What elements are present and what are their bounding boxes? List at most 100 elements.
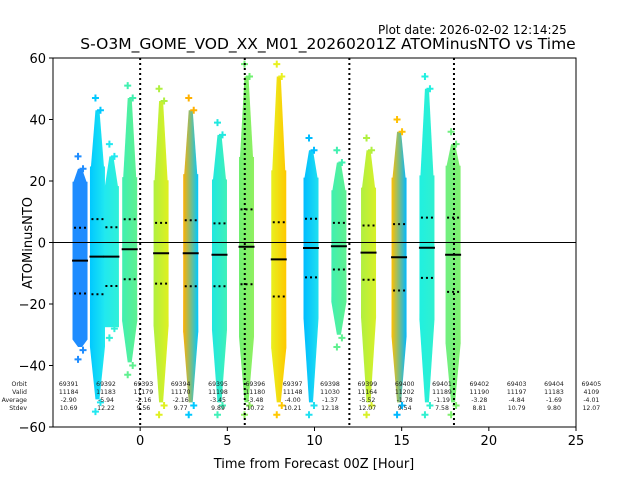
stat-stdev: 8.81 bbox=[472, 405, 486, 412]
outlier-point bbox=[160, 401, 168, 409]
stat-orbit: 69392 bbox=[96, 381, 116, 388]
stat-stdev: 12.18 bbox=[321, 405, 339, 412]
stat-stdev: 9.54 bbox=[398, 405, 412, 412]
x-tick-label: 15 bbox=[393, 434, 410, 449]
outlier-point bbox=[421, 72, 429, 80]
outlier-point bbox=[246, 401, 254, 409]
outlier-point bbox=[79, 346, 87, 354]
stat-average: -4.84 bbox=[509, 397, 525, 404]
y-tick-label: −60 bbox=[19, 421, 46, 436]
outlier-point bbox=[368, 146, 376, 154]
x-tick-label: 0 bbox=[136, 434, 144, 449]
stat-valid: 11202 bbox=[395, 389, 415, 396]
outlier-point bbox=[305, 411, 313, 419]
outlier-point bbox=[91, 94, 99, 102]
outlier-point bbox=[363, 134, 371, 142]
orbit-column-69402 bbox=[360, 134, 377, 419]
stat-stdev: 9.89 bbox=[211, 405, 225, 412]
outlier-point bbox=[160, 97, 168, 105]
stat-stdev: 10.69 bbox=[60, 405, 78, 412]
stat-valid: 11180 bbox=[245, 389, 265, 396]
stat-average: -1.69 bbox=[546, 397, 562, 404]
orbit-column-69397 bbox=[211, 119, 228, 419]
stats-row-label: Orbit bbox=[12, 381, 28, 388]
outlier-point bbox=[398, 401, 406, 409]
stat-orbit: 69398 bbox=[320, 381, 340, 388]
outlier-point bbox=[129, 94, 137, 102]
outlier-point bbox=[278, 401, 286, 409]
stat-average: -3.45 bbox=[210, 397, 226, 404]
stat-stdev: 12.07 bbox=[358, 405, 376, 412]
y-tick-label: 60 bbox=[29, 52, 46, 67]
stat-valid: 11164 bbox=[357, 389, 377, 396]
outlier-point bbox=[91, 408, 99, 416]
orbit-column-69393 bbox=[103, 140, 120, 342]
orbit-column-69401 bbox=[330, 146, 347, 351]
outlier-point bbox=[273, 60, 281, 68]
outlier-point bbox=[447, 128, 455, 136]
stat-orbit: 69394 bbox=[171, 381, 191, 388]
outlier-point bbox=[393, 411, 401, 419]
outlier-point bbox=[96, 106, 104, 114]
outlier-point bbox=[310, 401, 318, 409]
outlier-point bbox=[96, 398, 104, 406]
outlier-point bbox=[190, 106, 198, 114]
outlier-point bbox=[155, 85, 163, 93]
outlier-point bbox=[190, 401, 198, 409]
stat-average: -3.28 bbox=[471, 397, 487, 404]
stat-average: -2.16 bbox=[173, 397, 189, 404]
stat-valid: 11197 bbox=[507, 389, 527, 396]
outlier-point bbox=[305, 134, 313, 142]
outlier-point bbox=[246, 72, 254, 80]
outlier-point bbox=[218, 401, 226, 409]
stat-valid: 11030 bbox=[320, 389, 340, 396]
y-tick-label: −20 bbox=[19, 298, 46, 313]
outlier-point bbox=[273, 411, 281, 419]
outlier-point bbox=[124, 82, 132, 90]
orbit-column-69403 bbox=[391, 116, 408, 419]
outlier-point bbox=[74, 355, 82, 363]
stats-row-label: Average bbox=[2, 397, 28, 404]
stat-orbit: 69395 bbox=[208, 381, 228, 388]
outlier-point bbox=[333, 146, 341, 154]
stat-valid: 11170 bbox=[171, 389, 191, 396]
stat-valid: 11183 bbox=[96, 389, 116, 396]
x-tick-label: 10 bbox=[306, 434, 323, 449]
stats-row-label: Valid bbox=[12, 389, 27, 396]
chart-title: S-O3M_GOME_VOD_XX_M01_20260201Z ATOMinus… bbox=[80, 35, 576, 53]
outlier-point bbox=[421, 411, 429, 419]
stat-stdev: 12.07 bbox=[582, 405, 600, 412]
orbit-column-69399 bbox=[270, 60, 287, 419]
stat-average: -3.48 bbox=[247, 397, 263, 404]
y-tick-label: 20 bbox=[29, 175, 46, 190]
plot-date: Plot date: 2026-02-02 12:14:25 bbox=[378, 23, 567, 37]
stat-stdev: 10.79 bbox=[508, 405, 526, 412]
orbit-column-69395 bbox=[153, 85, 170, 419]
y-axis-label: ATOMinusNTO bbox=[21, 197, 36, 289]
y-tick-label: −40 bbox=[19, 360, 46, 375]
stat-valid: 4109 bbox=[583, 389, 599, 396]
stat-valid: 11189 bbox=[432, 389, 452, 396]
stat-valid: 11184 bbox=[59, 389, 79, 396]
orbit-column-69391 bbox=[72, 152, 89, 363]
reference-lines bbox=[53, 58, 576, 427]
stat-valid: 11148 bbox=[283, 389, 303, 396]
outlier-point bbox=[278, 72, 286, 80]
orbit-stats: OrbitValidAverageStdev6939111184-2.9010.… bbox=[2, 381, 602, 412]
outlier-point bbox=[110, 325, 118, 333]
outlier-point bbox=[105, 334, 113, 342]
stat-average: -5.94 bbox=[98, 397, 114, 404]
stat-stdev: 9.56 bbox=[136, 405, 150, 412]
stat-average: -4.01 bbox=[583, 397, 599, 404]
outlier-point bbox=[74, 152, 82, 160]
stat-orbit: 69404 bbox=[544, 381, 564, 388]
outlier-point bbox=[310, 146, 318, 154]
